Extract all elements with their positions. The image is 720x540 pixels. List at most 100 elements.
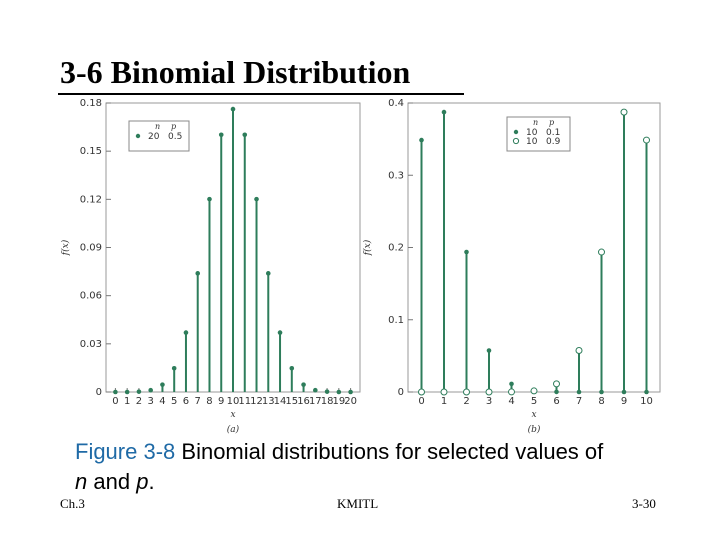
chart-b-xtick-label: 9 xyxy=(621,396,627,407)
caption-figure-number: Figure 3-8 xyxy=(75,439,176,464)
chart-b-point-open xyxy=(620,108,628,116)
caption-and: and xyxy=(87,469,137,494)
chart-a-xtick-label: 17 xyxy=(309,396,322,407)
chart-a-point xyxy=(301,382,306,387)
chart-a-ytick-label: 0.15 xyxy=(80,146,102,157)
footer-slide-number: 3-30 xyxy=(632,496,656,511)
chart-a-point xyxy=(218,132,224,138)
chart-b-xtick-label: 5 xyxy=(531,396,537,407)
chart-a-point xyxy=(254,196,259,202)
chart-a-xtick-label: 11 xyxy=(238,396,251,407)
figure-caption: Figure 3-8 Binomial distributions for se… xyxy=(75,437,675,497)
chart-a-xtick-label: 14 xyxy=(274,396,287,407)
chart-a-xtick-label: 19 xyxy=(332,396,345,407)
chart-a-point xyxy=(124,389,130,395)
chart-b-ylabel: f(x) xyxy=(362,239,373,256)
chart-b-point xyxy=(441,109,447,115)
chart-a-xtick-label: 7 xyxy=(195,396,201,407)
chart-a-xtick-label: 0 xyxy=(112,396,118,407)
chart-a-xtick-label: 2 xyxy=(136,396,142,407)
chart-a-xtick-label: 3 xyxy=(147,396,153,407)
chart-a-xtick-label: 13 xyxy=(262,396,275,407)
chart-a-point xyxy=(277,330,283,335)
chart-b-legend-n: 10 xyxy=(526,137,538,147)
chart-b-ytick-label: 0.4 xyxy=(388,98,404,109)
chart-b-legend-box xyxy=(506,116,571,152)
chart-a-point xyxy=(336,389,342,395)
chart-a-point xyxy=(148,387,153,393)
chart-a-xtick-label: 6 xyxy=(183,396,189,407)
chart-b-legend-marker-open xyxy=(512,137,520,145)
chart-b-point-open xyxy=(553,380,560,388)
chart-a-ylabel: f(x) xyxy=(60,239,71,256)
chart-a-legend-header-p: p xyxy=(171,122,176,131)
chart-b-xtick-label: 7 xyxy=(576,396,582,407)
chart-b-legend-marker xyxy=(513,129,519,135)
chart-a-panel-label: (a) xyxy=(227,424,240,435)
chart-a-point xyxy=(183,330,189,335)
chart-b-legend-p: 0.9 xyxy=(546,137,561,147)
chart-b-point-open xyxy=(440,388,448,396)
chart-a-point xyxy=(171,365,177,371)
footer-chapter: Ch.3 xyxy=(60,496,85,511)
chart-a-xtick-label: 12 xyxy=(250,396,263,407)
slide-title: 3-6 Binomial Distribution xyxy=(60,54,411,90)
chart-b-ytick-label: 0.1 xyxy=(388,315,404,326)
chart-a-point xyxy=(313,387,318,393)
chart-b-point-open xyxy=(463,388,470,396)
chart-a-point xyxy=(136,389,142,394)
chart-b-ytick-label: 0.2 xyxy=(388,243,404,254)
chart-a-point xyxy=(289,365,295,371)
chart-b-xtick-label: 10 xyxy=(640,396,653,407)
chart-b-point-open xyxy=(418,388,425,396)
chart-a-xtick-label: 9 xyxy=(218,396,224,407)
chart-a-xlabel: x xyxy=(230,410,235,420)
chart-b-point-open xyxy=(530,387,538,395)
chart-b-xtick-label: 2 xyxy=(463,396,469,407)
chart-b-xtick-label: 1 xyxy=(441,396,447,407)
chart-b-xtick-label: 0 xyxy=(418,396,424,407)
chart-a-xtick-label: 5 xyxy=(171,396,177,407)
chart-a-ytick-label: 0 xyxy=(96,387,102,398)
chart-b-legend-header-n: n xyxy=(533,118,538,127)
chart-b-ytick-label: 0.3 xyxy=(388,170,404,181)
caption-text: Binomial distributions for selected valu… xyxy=(175,439,604,464)
chart-b-legend-header-p: p xyxy=(549,118,554,127)
chart-b-legend-p: 0.1 xyxy=(546,128,560,138)
footer-institution: KMITL xyxy=(337,496,379,511)
chart-b-point-open xyxy=(508,388,515,396)
chart-b-point-open xyxy=(575,347,583,355)
chart-b-point-open xyxy=(598,248,605,256)
chart-a-point xyxy=(265,271,271,276)
chart-b-xlabel: x xyxy=(531,410,536,420)
chart-a-point xyxy=(113,389,118,395)
caption-var-n: n xyxy=(75,469,88,494)
chart-a-point xyxy=(348,389,353,395)
caption-end: . xyxy=(148,469,155,494)
chart-b-point xyxy=(419,137,424,143)
chart-a-legend-header-n: n xyxy=(155,122,160,131)
chart-a-point xyxy=(242,132,248,138)
title-underline xyxy=(58,93,464,95)
chart-a-xtick-label: 4 xyxy=(159,396,165,407)
chart-b-ytick-label: 0 xyxy=(398,387,404,398)
chart-a-ytick-label: 0.12 xyxy=(80,194,102,205)
chart-a-point xyxy=(230,106,236,112)
chart-a-legend-marker xyxy=(135,133,141,139)
chart-b-point xyxy=(486,348,492,353)
chart-a-ytick-label: 0.09 xyxy=(80,243,102,254)
chart-a-xtick-label: 10 xyxy=(227,396,240,407)
chart-a-ytick-label: 0.18 xyxy=(80,98,102,109)
chart-a-point xyxy=(207,196,212,202)
chart-a-xtick-label: 15 xyxy=(285,396,298,407)
chart-a-xtick-label: 20 xyxy=(344,396,357,407)
chart-b-xtick-label: 3 xyxy=(486,396,492,407)
caption-var-p: p xyxy=(136,469,149,494)
chart-b-xtick-label: 4 xyxy=(508,396,514,407)
chart-a-point xyxy=(324,389,330,394)
chart-a-xtick-label: 16 xyxy=(297,396,310,407)
chart-a-point xyxy=(195,271,201,276)
chart-a-ytick-label: 0.06 xyxy=(80,291,102,302)
chart-a-legend-p: 0.5 xyxy=(168,132,182,142)
